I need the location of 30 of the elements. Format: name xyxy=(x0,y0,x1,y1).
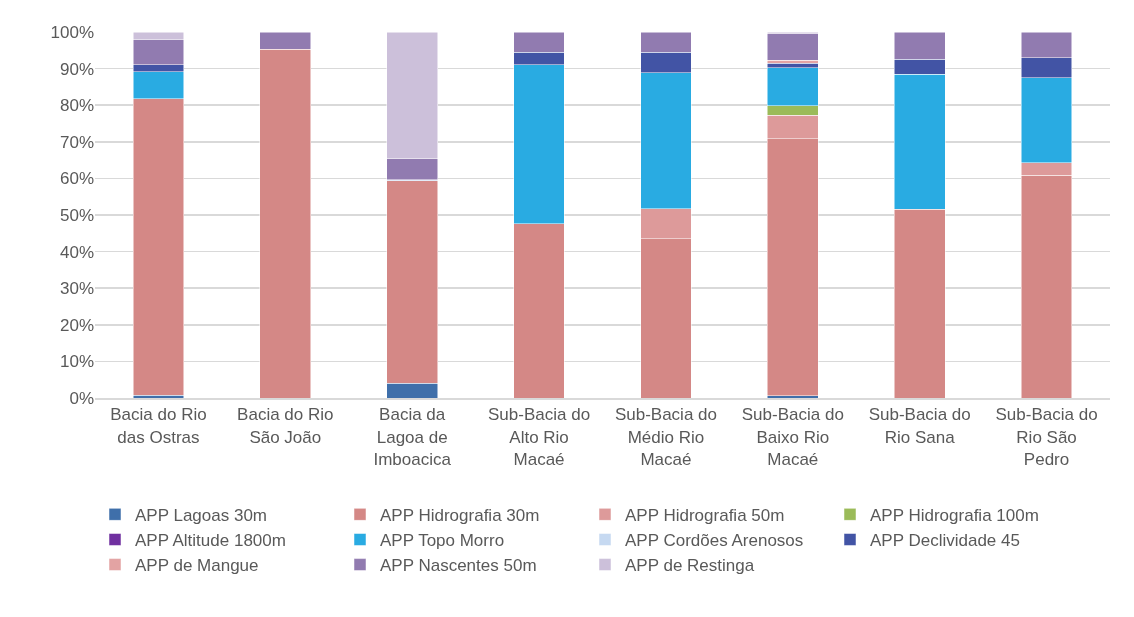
legend-label: APP Lagoas 30m xyxy=(135,506,267,525)
x-tick-label: Sub-Bacia do Rio São Pedro xyxy=(995,405,1098,469)
legend-label: APP Declividade 45 xyxy=(870,531,1020,551)
legend-label: APP de Restinga xyxy=(625,556,755,576)
y-tick-label: 10% xyxy=(59,352,94,372)
legend-label: APP Nascentes 50m xyxy=(380,556,537,576)
x-tick-label: Sub-Bacia do Rio Sana xyxy=(868,405,971,447)
y-tick-label: 100% xyxy=(50,22,94,42)
y-tick-label: 90% xyxy=(59,59,94,79)
x-tick-label: Sub-Bacia do Baixo Rio Macaé xyxy=(741,405,844,469)
y-tick-label: 60% xyxy=(59,169,94,189)
legend-label: APP Altitude 1800m xyxy=(135,531,286,551)
y-tick-label: 50% xyxy=(59,205,94,225)
legend-label: APP Hidrografia 50m xyxy=(625,506,785,525)
legend-label: APP Hidrografia 100m xyxy=(870,506,1039,525)
legend-label: APP Topo Morro xyxy=(380,531,505,551)
y-tick-label: 20% xyxy=(59,315,94,335)
y-tick-label: 0% xyxy=(69,388,94,408)
legend-label: APP de Mangue xyxy=(135,556,259,576)
x-tick-label: Sub-Bacia do Alto Rio Macaé xyxy=(488,405,591,469)
legend-label: APP Hidrografia 30m xyxy=(380,506,540,525)
y-tick-label: 70% xyxy=(59,132,94,152)
legend-label: APP Cordões Arenosos xyxy=(625,531,804,551)
y-tick-label: 80% xyxy=(59,96,94,116)
x-tick-label: Bacia do Rio São João xyxy=(237,405,334,447)
y-tick-label: 40% xyxy=(59,242,94,262)
x-tick-label: Bacia do Rio das Ostras xyxy=(110,405,207,447)
x-tick-label: Sub-Bacia do Médio Rio Macaé xyxy=(614,405,717,469)
x-tick-label: Bacia da Lagoa de Imboacica xyxy=(373,405,452,469)
y-tick-label: 30% xyxy=(59,279,94,299)
